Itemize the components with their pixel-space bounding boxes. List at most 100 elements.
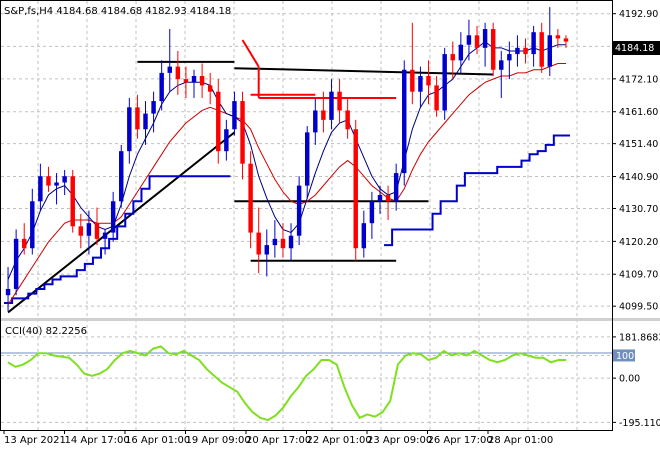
- candle-body: [402, 69, 407, 174]
- candle[interactable]: [434, 76, 439, 117]
- candle[interactable]: [151, 91, 156, 133]
- candle[interactable]: [377, 185, 383, 214]
- price-tick-label: 4151.40: [619, 139, 658, 150]
- time-tick-label: 19 Apr 09:00: [186, 435, 251, 446]
- candle[interactable]: [369, 191, 375, 239]
- candle[interactable]: [191, 69, 197, 98]
- stop-line-segment: [384, 134, 570, 247]
- candle[interactable]: [337, 79, 342, 123]
- price-tick-label: 4099.50: [619, 302, 658, 313]
- candle-body: [232, 101, 237, 130]
- candle-body: [256, 232, 261, 255]
- candle[interactable]: [86, 210, 92, 255]
- candle[interactable]: [304, 126, 310, 199]
- candle[interactable]: [547, 7, 553, 77]
- candle[interactable]: [13, 229, 19, 296]
- candle[interactable]: [442, 47, 447, 120]
- candle[interactable]: [402, 60, 407, 186]
- candle-body: [345, 110, 350, 130]
- candle[interactable]: [515, 35, 520, 67]
- candle[interactable]: [62, 169, 67, 196]
- candle[interactable]: [329, 79, 334, 130]
- candle[interactable]: [127, 97, 132, 164]
- candle[interactable]: [248, 151, 253, 249]
- candle-body: [337, 91, 342, 111]
- candle[interactable]: [199, 63, 205, 98]
- candle[interactable]: [272, 220, 278, 258]
- candle[interactable]: [110, 191, 116, 242]
- candle[interactable]: [159, 60, 164, 111]
- candle[interactable]: [30, 188, 35, 255]
- candle-body: [450, 54, 455, 61]
- candle[interactable]: [353, 119, 358, 261]
- candle[interactable]: [313, 97, 318, 145]
- candle[interactable]: [531, 25, 536, 67]
- candle[interactable]: [183, 66, 189, 98]
- candle[interactable]: [78, 213, 84, 249]
- price-tick-label: 4161.60: [619, 107, 658, 118]
- candle[interactable]: [143, 101, 148, 145]
- candle[interactable]: [393, 163, 399, 211]
- candle[interactable]: [458, 32, 464, 73]
- candle[interactable]: [410, 22, 415, 105]
- chart-title: S&P,fs,H4 4184.68 4184.68 4182.93 4184.1…: [4, 6, 231, 17]
- moving-averages: [7, 40, 566, 305]
- candle[interactable]: [102, 229, 108, 255]
- candle[interactable]: [5, 267, 11, 311]
- candle[interactable]: [426, 60, 431, 105]
- candle[interactable]: [38, 163, 43, 211]
- candle[interactable]: [482, 22, 488, 67]
- candle[interactable]: [539, 22, 544, 73]
- candle[interactable]: [563, 35, 569, 48]
- candle[interactable]: [135, 94, 140, 139]
- candle[interactable]: [70, 169, 75, 233]
- candle-body: [474, 35, 480, 48]
- candle[interactable]: [499, 50, 504, 98]
- candle[interactable]: [119, 144, 124, 208]
- candle[interactable]: [216, 79, 221, 164]
- candle[interactable]: [240, 91, 245, 180]
- candle[interactable]: [224, 119, 229, 161]
- candle[interactable]: [288, 223, 294, 261]
- candle[interactable]: [507, 41, 512, 80]
- candle-body: [369, 201, 375, 224]
- price-pane[interactable]: 4192.904182.454172.104161.604151.404140.…: [4, 6, 660, 314]
- candle[interactable]: [207, 72, 213, 105]
- price-tick-label: 4120.20: [619, 237, 658, 248]
- candle[interactable]: [361, 210, 367, 258]
- candle[interactable]: [232, 91, 237, 136]
- candle[interactable]: [385, 185, 391, 221]
- candle[interactable]: [474, 25, 480, 55]
- time-tick-label: 22 Apr 01:00: [307, 435, 372, 446]
- cci-pane[interactable]: 181.8683 100 0.00 -195.1105 CCI(40) 82.2256: [0, 326, 660, 429]
- candle-body: [216, 91, 221, 152]
- candle[interactable]: [523, 38, 528, 64]
- candle[interactable]: [54, 173, 59, 205]
- candle[interactable]: [256, 207, 261, 274]
- candle-body: [515, 47, 520, 55]
- candle[interactable]: [46, 166, 51, 192]
- trendline-support: [7, 131, 236, 314]
- candle[interactable]: [94, 207, 100, 246]
- candle[interactable]: [466, 19, 472, 61]
- candle-body: [159, 72, 164, 102]
- resistance-line: [234, 67, 494, 76]
- price-tick-label: 4109.70: [619, 270, 658, 281]
- candle-body: [482, 29, 488, 48]
- candle[interactable]: [21, 223, 27, 255]
- candle-body: [94, 223, 100, 239]
- candles[interactable]: [5, 7, 569, 311]
- candle[interactable]: [280, 223, 286, 258]
- candle[interactable]: [555, 29, 561, 48]
- candle[interactable]: [418, 66, 423, 108]
- candle[interactable]: [450, 41, 455, 80]
- candle[interactable]: [345, 97, 350, 139]
- candle[interactable]: [264, 229, 270, 277]
- candle[interactable]: [490, 22, 496, 77]
- candle[interactable]: [321, 91, 326, 133]
- red-resistance-line: [241, 39, 260, 68]
- candle[interactable]: [167, 29, 172, 92]
- candle[interactable]: [175, 50, 181, 95]
- candle[interactable]: [296, 176, 302, 246]
